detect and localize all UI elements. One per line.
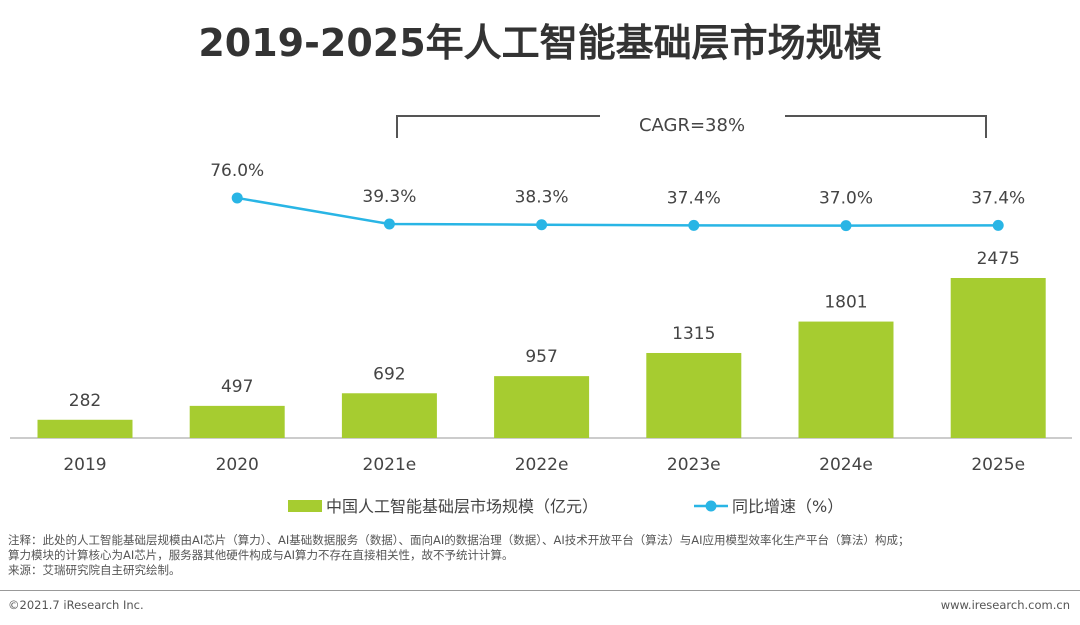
cagr-label: CAGR=38%: [639, 115, 745, 136]
notes: 注释：此处的人工智能基础层规模由AI芯片（算力）、AI基础数据服务（数据）、面向…: [8, 533, 1078, 578]
cagr-bracket: [396, 115, 987, 138]
x-tick-label: 2024e: [819, 455, 873, 475]
growth-label: 39.3%: [362, 187, 416, 207]
x-tick-label: 2021e: [363, 455, 417, 475]
bar: [189, 405, 285, 438]
bar-label: 957: [525, 347, 557, 367]
legend-line-marker: [705, 500, 717, 512]
footer-divider: [0, 590, 1080, 591]
legend-line-label: 同比增速（%）: [732, 497, 843, 516]
bar-label: 1801: [824, 293, 867, 313]
legend-bar-label: 中国人工智能基础层市场规模（亿元）: [326, 497, 598, 516]
growth-point: [688, 219, 700, 231]
chart-title: 2019-2025年人工智能基础层市场规模: [198, 21, 882, 65]
growth-label: 37.4%: [667, 188, 721, 208]
growth-point: [231, 192, 243, 204]
bar-label: 692: [373, 364, 405, 384]
growth-label: 76.0%: [210, 161, 264, 181]
source: 来源：艾瑞研究院自主研究绘制。: [8, 563, 181, 577]
bar: [37, 419, 133, 438]
bar: [646, 352, 742, 438]
growth-point: [840, 220, 852, 232]
growth-label: 37.4%: [971, 188, 1025, 208]
x-tick-label: 2022e: [515, 455, 569, 475]
website: www.iresearch.com.cn: [940, 598, 1070, 612]
growth-point: [383, 218, 395, 230]
note-line-2: 算力模块的计算核心为AI芯片，服务器其他硬件构成与AI算力不存在直接相关性，故不…: [8, 548, 514, 562]
bar: [341, 393, 437, 438]
x-tick-label: 2023e: [667, 455, 721, 475]
x-tick-label: 2019: [63, 455, 106, 475]
x-tick-label: 2025e: [971, 455, 1025, 475]
bar: [798, 321, 894, 438]
note-line-1: 注释：此处的人工智能基础层规模由AI芯片（算力）、AI基础数据服务（数据）、面向…: [8, 533, 910, 547]
bar: [950, 278, 1046, 438]
bar: [494, 376, 590, 438]
growth-point: [992, 219, 1004, 231]
x-tick-label: 2020: [216, 455, 259, 475]
legend-bar-swatch: [288, 500, 322, 512]
growth-line: [236, 196, 999, 227]
copyright: ©2021.7 iResearch Inc.: [8, 598, 144, 612]
chart-svg: 282 2019 497 2020 692 2021e 957 2022e 1315 2023e 1…: [10, 115, 1072, 516]
growth-point: [536, 219, 548, 231]
bar-label: 1315: [672, 324, 715, 344]
growth-label: 38.3%: [515, 188, 569, 208]
bar-label: 2475: [977, 249, 1020, 269]
bar-label: 497: [221, 377, 253, 397]
growth-label: 37.0%: [819, 189, 873, 209]
bar-label: 282: [69, 391, 101, 411]
